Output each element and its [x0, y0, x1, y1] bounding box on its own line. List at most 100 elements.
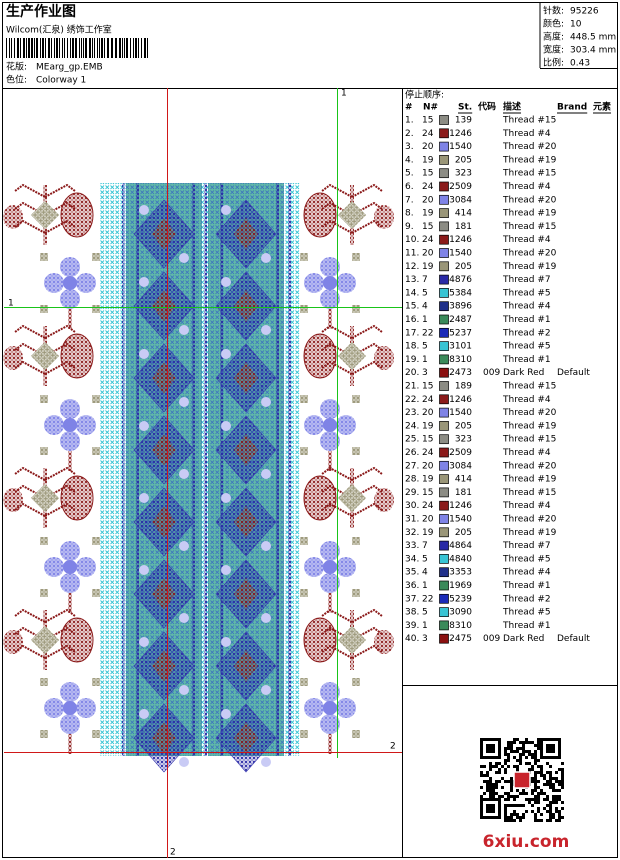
qr-cell: [561, 801, 564, 804]
qr-cell: [519, 762, 522, 765]
qr-cell: [534, 795, 537, 798]
row-number: 18.: [405, 342, 419, 352]
qr-cell: [516, 768, 519, 771]
qr-cell: [513, 738, 516, 741]
description: Thread #1: [502, 581, 551, 591]
stat-value: 0.43: [570, 59, 590, 69]
color-swatch: [439, 128, 449, 139]
needle: 19: [422, 528, 434, 538]
row-number: 24.: [405, 421, 419, 431]
stitch-shape: [3, 630, 23, 654]
row-number: 22.: [405, 395, 419, 405]
watermark: 6xiu.com: [483, 832, 570, 852]
row-number: 7.: [405, 195, 414, 205]
stitches: 3896: [449, 302, 472, 312]
qr-cell: [486, 789, 489, 792]
qr-cell: [546, 804, 549, 807]
color-swatch: [439, 567, 449, 578]
qr-cell: [507, 753, 510, 756]
qr-cell: [501, 765, 504, 768]
qr-cell: [510, 777, 513, 780]
qr-cell: [543, 777, 546, 780]
qr-cell: [531, 756, 534, 759]
stitch-shape: [261, 685, 271, 695]
stitch-shape: [234, 578, 258, 610]
stitch-shape: [76, 273, 96, 293]
barcode-bar: [81, 38, 82, 58]
qr-cell: [516, 795, 519, 798]
stitch-shape: [320, 431, 340, 451]
column-header: 元素: [593, 101, 611, 113]
qr-cell: [501, 777, 504, 780]
stitch-shape: [60, 333, 94, 379]
qr-cell: [561, 768, 564, 771]
stitch-shape: [352, 447, 360, 455]
barcode-bar: [26, 38, 27, 58]
stitch-shape: [221, 493, 231, 503]
needle: 15: [422, 169, 433, 179]
barcode-bar: [67, 38, 68, 58]
needle: 3: [422, 368, 428, 378]
stitch-shape: [337, 341, 367, 371]
description: Thread #19: [502, 475, 557, 485]
qr-cell: [489, 783, 492, 786]
qr-cell: [516, 813, 519, 816]
description: Thread #20: [502, 195, 557, 205]
qr-cell: [495, 780, 498, 783]
stitches: 181: [455, 222, 472, 232]
stitch-shape: [92, 305, 100, 313]
stitch-shape: [152, 578, 176, 610]
qr-cell: [546, 780, 549, 783]
row-number: 29.: [405, 488, 419, 498]
description: Thread #20: [502, 515, 557, 525]
barcode-bar: [51, 38, 52, 58]
stitch-shape: [303, 475, 337, 521]
stitch-shape: [60, 257, 80, 277]
barcode-bar: [83, 38, 84, 58]
needle: 5: [422, 342, 428, 352]
qr-cell: [549, 786, 552, 789]
qr-cell: [552, 798, 555, 801]
stitch-shape: [14, 466, 76, 481]
stitch-shape: [221, 565, 231, 575]
barcode-bar: [135, 38, 137, 58]
stitch-shape: [300, 395, 308, 403]
qr-cell: [480, 774, 483, 777]
stitch-shape: [63, 560, 77, 574]
color-swatch: [439, 447, 449, 458]
stitch-shape: [152, 506, 176, 538]
qr-cell: [510, 804, 513, 807]
description: Thread #15: [502, 488, 556, 498]
row-number: 32.: [405, 528, 419, 538]
barcode-bar: [23, 38, 25, 58]
qr-cell: [558, 783, 561, 786]
barcode-bar: [17, 38, 19, 58]
row-number: 27.: [405, 461, 419, 471]
stitch-shape: [14, 324, 76, 339]
qr-cell: [534, 813, 537, 816]
qr-cell: [561, 762, 564, 765]
qr-cell: [528, 741, 531, 744]
stitch-shape: [92, 447, 100, 455]
barcode-bar: [89, 38, 91, 58]
description: Thread #4: [502, 395, 551, 405]
stitch-shape: [122, 183, 125, 756]
stitch-shape: [63, 418, 77, 432]
qr-cell: [522, 792, 525, 795]
row-number: 9.: [405, 222, 414, 232]
color-swatch: [439, 381, 449, 391]
color-swatch: [439, 500, 449, 511]
qr-cell: [486, 774, 489, 777]
qr-cell: [558, 789, 561, 792]
qr-cell: [537, 741, 540, 744]
stitch-shape: [68, 593, 72, 613]
stitch-shape: [336, 273, 356, 293]
stitches: 1246: [449, 235, 472, 245]
qr-cell: [516, 738, 519, 741]
row-number: 10.: [405, 235, 419, 245]
needle: 15: [422, 222, 433, 232]
qr-cell: [504, 816, 507, 819]
studio: Wilcom(汇泉) 绣饰工作室: [6, 24, 112, 36]
stitch-shape: [60, 714, 80, 734]
barcode-bar: [92, 38, 93, 58]
